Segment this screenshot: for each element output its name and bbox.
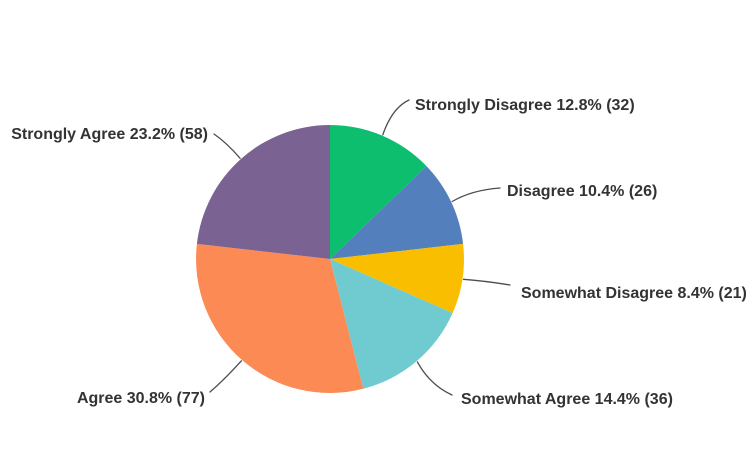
slice-label-disagree: Disagree 10.4% (26): [507, 183, 657, 200]
pie-slice-strongly-disagree: [330, 125, 427, 259]
leader-line-agree: [209, 360, 243, 393]
leader-line-disagree: [451, 187, 501, 203]
pie-slice-disagree: [330, 166, 464, 259]
leader-line-somewhat-disagree: [462, 278, 511, 286]
pie-slice-strongly-agree: [196, 125, 330, 259]
slice-label-agree: Agree 30.8% (77): [77, 390, 205, 407]
slice-label-strongly-disagree: Strongly Disagree 12.8% (32): [415, 97, 635, 114]
slice-label-somewhat-agree: Somewhat Agree 14.4% (36): [461, 391, 673, 408]
leader-lines: [209, 99, 511, 396]
leader-line-somewhat-agree: [416, 361, 453, 396]
pie-slices: [196, 125, 464, 393]
slice-label-strongly-agree: Strongly Agree 23.2% (58): [11, 126, 208, 143]
leader-line-strongly-disagree: [382, 99, 410, 136]
leader-line-strongly-agree: [213, 133, 241, 159]
pie-slice-somewhat-agree: [330, 259, 453, 389]
pie-slice-somewhat-disagree: [330, 243, 464, 313]
slice-labels: Strongly Disagree 12.8% (32) Disagree 10.…: [11, 97, 747, 408]
pie-slice-agree: [196, 243, 364, 393]
slice-label-somewhat-disagree: Somewhat Disagree 8.4% (21): [521, 285, 747, 302]
